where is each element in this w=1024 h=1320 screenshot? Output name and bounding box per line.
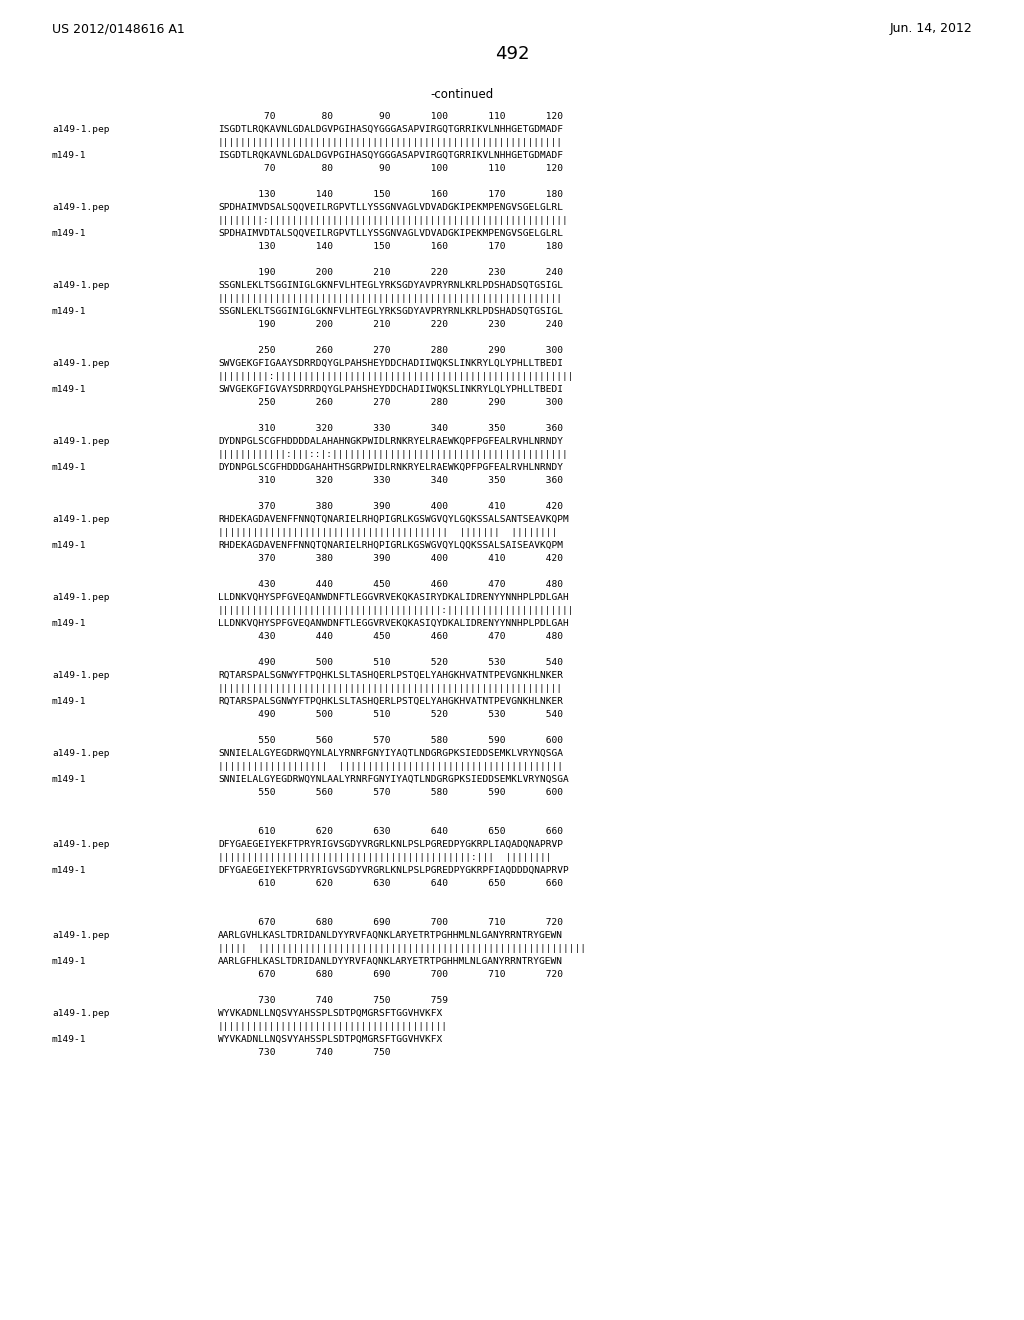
Text: ||||||||||||||||||||||||||||||||||||||||||||||||||||||||||||: ||||||||||||||||||||||||||||||||||||||||… (218, 684, 563, 693)
Text: m149-1: m149-1 (52, 775, 86, 784)
Text: AARLGVHLKASLTDRIDANLDYYRVFAQNKLARYETRTPGHHMLNLGANYRRNTRYGEWN: AARLGVHLKASLTDRIDANLDYYRVFAQNKLARYETRTPG… (218, 931, 563, 940)
Text: 610       620       630       640       650       660: 610 620 630 640 650 660 (218, 828, 563, 836)
Text: DFYGAEGEIYEKFTPRYRIGVSGDYVRGRLKNLPSLPGREDPYGKRPLIAQADQNAPRVP: DFYGAEGEIYEKFTPRYRIGVSGDYVRGRLKNLPSLPGRE… (218, 840, 563, 849)
Text: a149-1.pep: a149-1.pep (52, 203, 110, 213)
Text: 370       380       390       400       410       420: 370 380 390 400 410 420 (218, 502, 563, 511)
Text: 610       620       630       640       650       660: 610 620 630 640 650 660 (218, 879, 563, 888)
Text: m149-1: m149-1 (52, 150, 86, 160)
Text: m149-1: m149-1 (52, 463, 86, 473)
Text: 492: 492 (495, 45, 529, 63)
Text: DYDNPGLSCGFHDDDDALAHAHNGKPWIDLRNKRYELRAEWKQPFPGFEALRVHLNRNDY: DYDNPGLSCGFHDDDDALAHAHNGKPWIDLRNKRYELRAE… (218, 437, 563, 446)
Text: 550       560       570       580       590       600: 550 560 570 580 590 600 (218, 737, 563, 744)
Text: WYVKADNLLNQSVYAHSSPLSDTPQMGRSFTGGVHVKFX: WYVKADNLLNQSVYAHSSPLSDTPQMGRSFTGGVHVKFX (218, 1008, 442, 1018)
Text: SPDHAIMVDSALSQQVEILRGPVTLLYSSGNVAGLVDVADGKIPEKMPENGVSGELGLRL: SPDHAIMVDSALSQQVEILRGPVTLLYSSGNVAGLVDVAD… (218, 203, 563, 213)
Text: 730       740       750       759: 730 740 750 759 (218, 997, 449, 1005)
Text: |||||||||||||||||||  |||||||||||||||||||||||||||||||||||||||: ||||||||||||||||||| ||||||||||||||||||||… (218, 762, 563, 771)
Text: SSGNLEKLTSGGINIGLGKNFVLHTEGLYRKSGDYAVPRYRNLKRLPDSHADSQTGSIGL: SSGNLEKLTSGGINIGLGKNFVLHTEGLYRKSGDYAVPRY… (218, 308, 563, 315)
Text: |||||  |||||||||||||||||||||||||||||||||||||||||||||||||||||||||: ||||| ||||||||||||||||||||||||||||||||||… (218, 944, 586, 953)
Text: ||||||||||||:|||::|:|||||||||||||||||||||||||||||||||||||||||: ||||||||||||:|||::|:||||||||||||||||||||… (218, 450, 568, 459)
Text: -continued: -continued (430, 88, 494, 102)
Text: a149-1.pep: a149-1.pep (52, 931, 110, 940)
Text: a149-1.pep: a149-1.pep (52, 1008, 110, 1018)
Text: ||||||||||||||||||||||||||||||||||||||||||||:|||  ||||||||: ||||||||||||||||||||||||||||||||||||||||… (218, 853, 552, 862)
Text: m149-1: m149-1 (52, 541, 86, 550)
Text: 70        80        90       100       110       120: 70 80 90 100 110 120 (218, 112, 563, 121)
Text: DFYGAEGEIYEKFTPRYRIGVSGDYVRGRLKNLPSLPGREDPYGKRPFIAQDDDQNAPRVP: DFYGAEGEIYEKFTPRYRIGVSGDYVRGRLKNLPSLPGRE… (218, 866, 568, 875)
Text: 310       320       330       340       350       360: 310 320 330 340 350 360 (218, 477, 563, 484)
Text: a149-1.pep: a149-1.pep (52, 281, 110, 290)
Text: 550       560       570       580       590       600: 550 560 570 580 590 600 (218, 788, 563, 797)
Text: a149-1.pep: a149-1.pep (52, 671, 110, 680)
Text: SNNIELALGYEGDRWQYNLALYRNRFGNYIYAQTLNDGRGPKSIEDDSEMKLVRYNQSGA: SNNIELALGYEGDRWQYNLALYRNRFGNYIYAQTLNDGRG… (218, 748, 563, 758)
Text: m149-1: m149-1 (52, 697, 86, 706)
Text: a149-1.pep: a149-1.pep (52, 125, 110, 135)
Text: 490       500       510       520       530       540: 490 500 510 520 530 540 (218, 710, 563, 719)
Text: 310       320       330       340       350       360: 310 320 330 340 350 360 (218, 424, 563, 433)
Text: LLDNKVQHYSPFGVEQANWDNFTLEGGVRVEKQKASIQYDKALIDRENYYNNHPLPDLGAH: LLDNKVQHYSPFGVEQANWDNFTLEGGVRVEKQKASIQYD… (218, 619, 568, 628)
Text: ||||||||||||||||||||||||||||||||||||||||||||||||||||||||||||: ||||||||||||||||||||||||||||||||||||||||… (218, 139, 563, 147)
Text: |||||||||:||||||||||||||||||||||||||||||||||||||||||||||||||||: |||||||||:||||||||||||||||||||||||||||||… (218, 372, 574, 381)
Text: WYVKADNLLNQSVYAHSSPLSDTPQMGRSFTGGVHVKFX: WYVKADNLLNQSVYAHSSPLSDTPQMGRSFTGGVHVKFX (218, 1035, 442, 1044)
Text: a149-1.pep: a149-1.pep (52, 437, 110, 446)
Text: SWVGEKGFIGAAYSDRRDQYGLPAHSHEYDDCHADIIWQKSLINKRYLQLYPHLLTBEDI: SWVGEKGFIGAAYSDRRDQYGLPAHSHEYDDCHADIIWQK… (218, 359, 563, 368)
Text: 670       680       690       700       710       720: 670 680 690 700 710 720 (218, 970, 563, 979)
Text: a149-1.pep: a149-1.pep (52, 748, 110, 758)
Text: 130       140       150       160       170       180: 130 140 150 160 170 180 (218, 190, 563, 199)
Text: SSGNLEKLTSGGINIGLGKNFVLHTEGLYRKSGDYAVPRYRNLKRLPDSHADSQTGSIGL: SSGNLEKLTSGGINIGLGKNFVLHTEGLYRKSGDYAVPRY… (218, 281, 563, 290)
Text: m149-1: m149-1 (52, 1035, 86, 1044)
Text: ||||||||||||||||||||||||||||||||||||||||||||||||||||||||||||: ||||||||||||||||||||||||||||||||||||||||… (218, 294, 563, 304)
Text: 730       740       750: 730 740 750 (218, 1048, 390, 1057)
Text: m149-1: m149-1 (52, 957, 86, 966)
Text: Jun. 14, 2012: Jun. 14, 2012 (889, 22, 972, 36)
Text: 250       260       270       280       290       300: 250 260 270 280 290 300 (218, 399, 563, 407)
Text: m149-1: m149-1 (52, 866, 86, 875)
Text: 430       440       450       460       470       480: 430 440 450 460 470 480 (218, 632, 563, 642)
Text: m149-1: m149-1 (52, 619, 86, 628)
Text: m149-1: m149-1 (52, 385, 86, 393)
Text: 250       260       270       280       290       300: 250 260 270 280 290 300 (218, 346, 563, 355)
Text: 430       440       450       460       470       480: 430 440 450 460 470 480 (218, 579, 563, 589)
Text: RQTARSPALSGNWYFTPQHKLSLTASHQERLPSTQELYAHGKHVATNTPEVGNKHLNKER: RQTARSPALSGNWYFTPQHKLSLTASHQERLPSTQELYAH… (218, 697, 563, 706)
Text: a149-1.pep: a149-1.pep (52, 593, 110, 602)
Text: AARLGFHLKASLTDRIDANLDYYRVFAQNKLARYETRTPGHHMLNLGANYRRNTRYGEWN: AARLGFHLKASLTDRIDANLDYYRVFAQNKLARYETRTPG… (218, 957, 563, 966)
Text: ISGDTLRQKAVNLGDALDGVPGIHASQYGGGASAPVIRGQTGRRIKVLNHHGETGDMADF: ISGDTLRQKAVNLGDALDGVPGIHASQYGGGASAPVIRGQ… (218, 125, 563, 135)
Text: a149-1.pep: a149-1.pep (52, 359, 110, 368)
Text: ||||||||||||||||||||||||||||||||||||||||: |||||||||||||||||||||||||||||||||||||||| (218, 1022, 449, 1031)
Text: RHDEKAGDAVENFFNNQTQNARIELRHQPIGRLKGSWGVQYLGQKSSALSANTSEAVKQPM: RHDEKAGDAVENFFNNQTQNARIELRHQPIGRLKGSWGVQ… (218, 515, 568, 524)
Text: 670       680       690       700       710       720: 670 680 690 700 710 720 (218, 917, 563, 927)
Text: SWVGEKGFIGVAYSDRRDQYGLPAHSHEYDDCHADIIWQKSLINKRYLQLYPHLLTBEDI: SWVGEKGFIGVAYSDRRDQYGLPAHSHEYDDCHADIIWQK… (218, 385, 563, 393)
Text: RQTARSPALSGNWYFTPQHKLSLTASHQERLPSTQELYAHGKHVATNTPEVGNKHLNKER: RQTARSPALSGNWYFTPQHKLSLTASHQERLPSTQELYAH… (218, 671, 563, 680)
Text: m149-1: m149-1 (52, 308, 86, 315)
Text: 130       140       150       160       170       180: 130 140 150 160 170 180 (218, 242, 563, 251)
Text: ISGDTLRQKAVNLGDALDGVPGIHASQYGGGASAPVIRGQTGRRIKVLNHHGETGDMADF: ISGDTLRQKAVNLGDALDGVPGIHASQYGGGASAPVIRGQ… (218, 150, 563, 160)
Text: m149-1: m149-1 (52, 228, 86, 238)
Text: a149-1.pep: a149-1.pep (52, 515, 110, 524)
Text: a149-1.pep: a149-1.pep (52, 840, 110, 849)
Text: |||||||||||||||||||||||||||||||||||||||:||||||||||||||||||||||: |||||||||||||||||||||||||||||||||||||||:… (218, 606, 574, 615)
Text: 190       200       210       220       230       240: 190 200 210 220 230 240 (218, 268, 563, 277)
Text: DYDNPGLSCGFHDDDGAHAHTHSGRPWIDLRNKRYELRAEWKQPFPGFEALRVHLNRNDY: DYDNPGLSCGFHDDDGAHAHTHSGRPWIDLRNKRYELRAE… (218, 463, 563, 473)
Text: ||||||||||||||||||||||||||||||||||||||||  |||||||  ||||||||: ||||||||||||||||||||||||||||||||||||||||… (218, 528, 557, 537)
Text: LLDNKVQHYSPFGVEQANWDNFTLEGGVRVEKQKASIRYDKALIDRENYYNNHPLPDLGAH: LLDNKVQHYSPFGVEQANWDNFTLEGGVRVEKQKASIRYD… (218, 593, 568, 602)
Text: 190       200       210       220       230       240: 190 200 210 220 230 240 (218, 319, 563, 329)
Text: SNNIELALGYEGDRWQYNLAALYRNRFGNYIYAQTLNDGRGPKSIEDDSEMKLVRYNQSGA: SNNIELALGYEGDRWQYNLAALYRNRFGNYIYAQTLNDGR… (218, 775, 568, 784)
Text: 70        80        90       100       110       120: 70 80 90 100 110 120 (218, 164, 563, 173)
Text: RHDEKAGDAVENFFNNQTQNARIELRHQPIGRLKGSWGVQYLQQKSSALSAISEAVKQPM: RHDEKAGDAVENFFNNQTQNARIELRHQPIGRLKGSWGVQ… (218, 541, 563, 550)
Text: SPDHAIMVDTALSQQVEILRGPVTLLYSSGNVAGLVDVADGKIPEKMPENGVSGELGLRL: SPDHAIMVDTALSQQVEILRGPVTLLYSSGNVAGLVDVAD… (218, 228, 563, 238)
Text: ||||||||:||||||||||||||||||||||||||||||||||||||||||||||||||||: ||||||||:|||||||||||||||||||||||||||||||… (218, 216, 568, 224)
Text: US 2012/0148616 A1: US 2012/0148616 A1 (52, 22, 184, 36)
Text: 370       380       390       400       410       420: 370 380 390 400 410 420 (218, 554, 563, 564)
Text: 490       500       510       520       530       540: 490 500 510 520 530 540 (218, 657, 563, 667)
